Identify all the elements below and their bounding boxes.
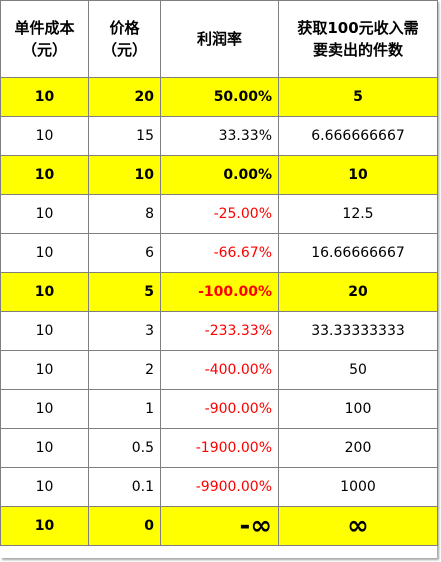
cell-unit-cost[interactable]: 10 <box>0 233 89 273</box>
table-row: 10 0.1 -9900.00% 1000 <box>0 467 438 507</box>
cell-price[interactable]: 8 <box>88 194 161 234</box>
table-row: 10 15 33.33% 6.666666667 <box>0 116 438 156</box>
header-units-needed[interactable]: 获取100元收入需 要卖出的件数 <box>278 0 438 78</box>
header-profit-margin[interactable]: 利润率 <box>160 0 279 78</box>
cell-price[interactable]: 2 <box>88 350 161 390</box>
cell-units-needed[interactable]: 33.33333333 <box>278 311 438 351</box>
cell-profit-margin[interactable]: -9900.00% <box>160 467 279 507</box>
table-row: 10 6 -66.67% 16.66666667 <box>0 233 438 273</box>
cell-profit-margin[interactable]: -100.00% <box>160 272 279 312</box>
cell-price[interactable]: 0.5 <box>88 428 161 468</box>
cell-unit-cost[interactable]: 10 <box>0 272 89 312</box>
cell-profit-margin[interactable]: 33.33% <box>160 116 279 156</box>
cell-unit-cost[interactable]: 10 <box>0 116 89 156</box>
header-units-needed-line1: 获取100元收入需 <box>297 19 419 37</box>
cell-profit-margin[interactable]: -900.00% <box>160 389 279 429</box>
cell-units-needed[interactable]: 6.666666667 <box>278 116 438 156</box>
header-price-line2: （元） <box>101 41 147 59</box>
table-row: 10 8 -25.00% 12.5 <box>0 194 438 234</box>
cell-unit-cost[interactable]: 10 <box>0 311 89 351</box>
header-unit-cost[interactable]: 单件成本 （元） <box>0 0 89 78</box>
cell-price[interactable]: 0 <box>88 506 161 546</box>
table-row: 10 1 -900.00% 100 <box>0 389 438 429</box>
cell-units-needed[interactable]: ∞ <box>278 506 438 546</box>
cell-price[interactable]: 10 <box>88 155 161 195</box>
table-row: 10 3 -233.33% 33.33333333 <box>0 311 438 351</box>
cell-unit-cost[interactable]: 10 <box>0 77 89 117</box>
cell-unit-cost[interactable]: 10 <box>0 389 89 429</box>
cell-profit-margin[interactable]: 0.00% <box>160 155 279 195</box>
table-body: 10 20 50.00% 5 10 15 33.33% 6.666666667 10 10 0.00… <box>0 77 438 546</box>
cell-units-needed[interactable]: 1000 <box>278 467 438 507</box>
cell-units-needed[interactable]: 200 <box>278 428 438 468</box>
header-unit-cost-line1: 单件成本 <box>14 19 75 37</box>
cell-price[interactable]: 3 <box>88 311 161 351</box>
table-row: 10 0 -∞ ∞ <box>0 506 438 546</box>
table-row: 10 20 50.00% 5 <box>0 77 438 117</box>
cell-units-needed[interactable]: 50 <box>278 350 438 390</box>
header-price[interactable]: 价格 （元） <box>88 0 161 78</box>
cell-profit-margin[interactable]: 50.00% <box>160 77 279 117</box>
cell-units-needed[interactable]: 12.5 <box>278 194 438 234</box>
header-unit-cost-line2: （元） <box>21 41 67 59</box>
cell-profit-margin[interactable]: -66.67% <box>160 233 279 273</box>
header-price-line1: 价格 <box>109 19 140 37</box>
cell-profit-margin[interactable]: -∞ <box>160 506 279 546</box>
header-profit-margin-label: 利润率 <box>196 30 242 48</box>
header-row: 单件成本 （元） 价格 （元） 利润率 获取100元收入需 要卖出的件数 <box>0 0 438 78</box>
cell-profit-margin[interactable]: -400.00% <box>160 350 279 390</box>
cell-unit-cost[interactable]: 10 <box>0 428 89 468</box>
cell-price[interactable]: 5 <box>88 272 161 312</box>
cell-units-needed[interactable]: 10 <box>278 155 438 195</box>
cell-unit-cost[interactable]: 10 <box>0 194 89 234</box>
table-row: 10 2 -400.00% 50 <box>0 350 438 390</box>
cell-profit-margin[interactable]: -233.33% <box>160 311 279 351</box>
cell-price[interactable]: 0.1 <box>88 467 161 507</box>
cell-profit-margin[interactable]: -25.00% <box>160 194 279 234</box>
header-units-needed-line2: 要卖出的件数 <box>312 41 403 59</box>
cell-unit-cost[interactable]: 10 <box>0 155 89 195</box>
cell-price[interactable]: 15 <box>88 116 161 156</box>
profit-margin-table: 单件成本 （元） 价格 （元） 利润率 获取100元收入需 要卖出的件数 10 2… <box>0 0 438 546</box>
cell-unit-cost[interactable]: 10 <box>0 506 89 546</box>
cell-profit-margin[interactable]: -1900.00% <box>160 428 279 468</box>
cell-units-needed[interactable]: 16.66666667 <box>278 233 438 273</box>
cell-units-needed[interactable]: 20 <box>278 272 438 312</box>
cell-price[interactable]: 1 <box>88 389 161 429</box>
cell-price[interactable]: 20 <box>88 77 161 117</box>
cell-units-needed[interactable]: 100 <box>278 389 438 429</box>
cell-unit-cost[interactable]: 10 <box>0 467 89 507</box>
cell-price[interactable]: 6 <box>88 233 161 273</box>
table-row: 10 10 0.00% 10 <box>0 155 438 195</box>
cell-units-needed[interactable]: 5 <box>278 77 438 117</box>
cell-unit-cost[interactable]: 10 <box>0 350 89 390</box>
table-row: 10 0.5 -1900.00% 200 <box>0 428 438 468</box>
table-row: 10 5 -100.00% 20 <box>0 272 438 312</box>
